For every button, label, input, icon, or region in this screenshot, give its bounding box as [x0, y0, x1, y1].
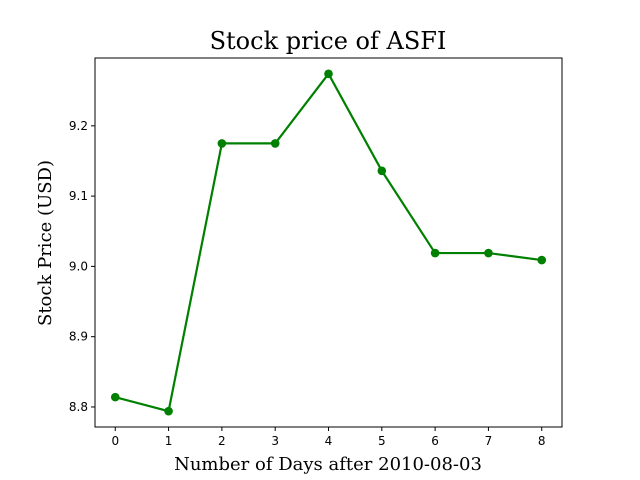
data-point [217, 139, 227, 148]
x-axis-label: Number of Days after 2010-08-03 [174, 454, 482, 475]
data-point [430, 248, 440, 258]
data-point [537, 255, 547, 265]
y-tick-label: 8.9 [69, 330, 88, 344]
plot-frame [94, 57, 563, 428]
y-tick-label: 9.1 [69, 189, 88, 203]
y-tick-label: 9.2 [69, 119, 88, 133]
x-tick-label: 8 [538, 434, 546, 448]
y-tick-label: 9.0 [69, 259, 88, 273]
data-point [164, 406, 173, 416]
x-tick-label: 7 [485, 434, 493, 448]
x-axis-ticks: 0 1 2 3 4 5 6 7 8 [111, 427, 546, 448]
data-point [484, 248, 493, 258]
x-tick-label: 4 [325, 434, 333, 448]
data-point [270, 139, 280, 148]
data-point [110, 392, 120, 402]
data-point [377, 166, 387, 176]
y-tick-label: 8.8 [69, 400, 88, 414]
x-tick-label: 6 [431, 434, 439, 448]
x-tick-label: 0 [111, 434, 119, 448]
x-tick-label: 3 [271, 434, 279, 448]
data-point [324, 69, 333, 79]
x-tick-label: 5 [378, 434, 386, 448]
series-layer [110, 69, 547, 416]
chart-title: Stock price of ASFI [210, 27, 447, 55]
y-axis-ticks: 8.8 8.9 9.0 9.1 9.2 [69, 119, 95, 414]
y-axis-label: Stock Price (USD) [35, 160, 56, 326]
x-tick-label: 2 [218, 434, 226, 448]
x-tick-label: 1 [165, 434, 173, 448]
series-line [114, 72, 542, 413]
